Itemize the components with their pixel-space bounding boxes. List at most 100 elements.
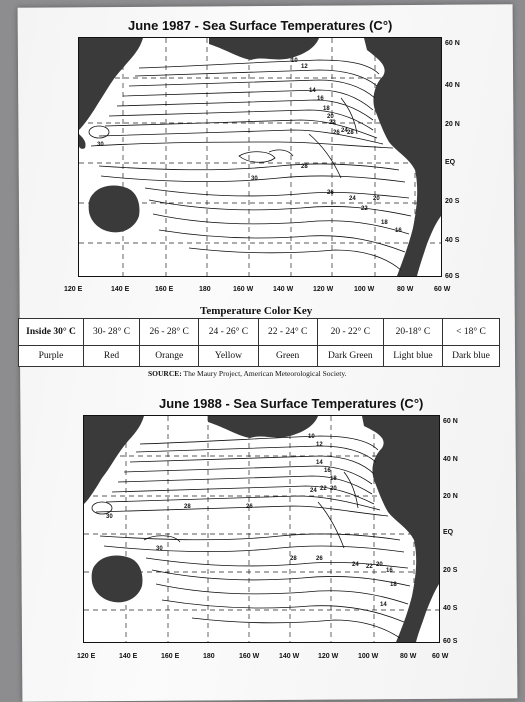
- key-colors-row: Purple Red Orange Yellow Green Dark Gree…: [18, 345, 501, 367]
- map2-lat-label: 40 S: [443, 605, 458, 612]
- key-range-cell: 24 - 26° C: [198, 318, 259, 346]
- key-title: Temperature Color Key: [200, 305, 313, 317]
- key-range-cell: 26 - 28° C: [139, 318, 200, 346]
- map2-label: 18: [390, 582, 397, 588]
- key-range-cell: 22 - 24° C: [257, 318, 318, 346]
- map2-label: 26: [316, 556, 323, 562]
- key-color-cell: Yellow: [198, 345, 259, 367]
- map2-lat-label: EQ: [443, 529, 454, 536]
- map1-label: 22: [361, 206, 368, 212]
- map2-lon-label: 160 W: [239, 653, 260, 660]
- map2-label: 10: [308, 434, 315, 440]
- map1-lon-label: 140 E: [111, 286, 130, 293]
- map1-frame: 10 12 14 16 18 20 22 24 26 28 30 30 28 2…: [78, 37, 442, 277]
- map1-lon-label: 120 W: [313, 286, 334, 293]
- key-color-cell: Purple: [18, 345, 84, 367]
- map1-lon-label: 180: [199, 286, 211, 293]
- map1-label: 12: [301, 64, 308, 70]
- map1-label: 20: [327, 114, 334, 120]
- map2-lon-label: 160 E: [161, 653, 180, 660]
- key-color-cell: Dark blue: [441, 345, 501, 367]
- map2-lat-label: 20 N: [443, 493, 458, 500]
- map2-label: 18: [330, 476, 337, 482]
- map1-lon-label: 80 W: [397, 286, 414, 293]
- map2-isotherms: [91, 435, 411, 639]
- map1-label: 28: [301, 164, 308, 170]
- map2-label: 12: [316, 442, 323, 448]
- map1-lon-label: 100 W: [354, 286, 375, 293]
- map1-lat-label: 40 S: [445, 237, 460, 244]
- map2-frame: 10 12 14 16 18 20 22 24 26 28 30 30 28 2…: [83, 415, 440, 643]
- map2-label: 30: [106, 514, 113, 520]
- source-text: The Maury Project, American Meteorologic…: [183, 369, 347, 378]
- map2-label: 26: [246, 504, 253, 510]
- key-ranges-row: Inside 30° C 30- 28° C 26 - 28° C 24 - 2…: [18, 318, 501, 346]
- source-label: SOURCE:: [148, 369, 182, 378]
- map1-label: 22: [329, 120, 336, 126]
- map2-lon-label: 140 E: [119, 653, 138, 660]
- key-color-cell: Green: [257, 345, 318, 367]
- map1-label: 24: [349, 196, 356, 202]
- key-color-cell: Dark Green: [316, 345, 384, 367]
- map1-label: 30: [251, 176, 258, 182]
- map1-lat-label: 60 S: [445, 273, 460, 280]
- map2-label: 30: [156, 546, 163, 552]
- map1-lat-label: 40 N: [445, 82, 460, 89]
- map2-label: 24: [310, 488, 317, 494]
- map2-lon-label: 100 W: [358, 653, 379, 660]
- map2-label: 16: [386, 568, 393, 574]
- map2-drawing: 10 12 14 16 18 20 22 24 26 28 30 30 28 2…: [84, 416, 439, 642]
- key-color-cell: Light blue: [382, 345, 443, 367]
- map2-label: 20: [330, 486, 337, 492]
- map1-label: 24: [341, 128, 348, 134]
- map2-label: 28: [184, 504, 191, 510]
- map2-lon-label: 60 W: [432, 653, 449, 660]
- map2-label: 24: [352, 562, 359, 568]
- key-range-cell: 20-18° C: [382, 318, 443, 346]
- map1-land: [79, 38, 441, 276]
- map2-lat-label: 40 N: [443, 456, 458, 463]
- map1-lon-label: 160 E: [155, 286, 174, 293]
- map1-isotherms: [88, 59, 412, 271]
- map2-lon-label: 140 W: [279, 653, 300, 660]
- map1-title: June 1987 - Sea Surface Temperatures (C°…: [128, 18, 393, 33]
- map2-lat-label: 60 S: [443, 638, 458, 645]
- map2-label: 14: [380, 602, 387, 608]
- map1-lon-label: 60 W: [434, 286, 451, 293]
- map2-label: 14: [316, 460, 323, 466]
- map1-label: 18: [323, 106, 330, 112]
- key-range-cell: 30- 28° C: [82, 318, 141, 346]
- map2-lon-label: 180: [203, 653, 215, 660]
- map1-label: 10: [291, 58, 298, 64]
- map2-label: 20: [376, 562, 383, 568]
- map2-label: 28: [290, 556, 297, 562]
- temperature-key-table: Inside 30° C 30- 28° C 26 - 28° C 24 - 2…: [18, 318, 501, 367]
- map2-label: 22: [366, 564, 373, 570]
- map1-label: 20: [373, 196, 380, 202]
- key-range-cell: Inside 30° C: [18, 318, 84, 346]
- key-color-cell: Red: [82, 345, 141, 367]
- map2-label: 22: [320, 486, 327, 492]
- map1-lon-label: 160 W: [233, 286, 254, 293]
- map1-label: 16: [317, 96, 324, 102]
- source-line: SOURCE: The Maury Project, American Mete…: [148, 369, 347, 378]
- map1-lat-label: EQ: [445, 159, 456, 166]
- map1-label: 26: [327, 190, 334, 196]
- map1-lon-label: 120 E: [64, 286, 83, 293]
- key-range-cell: 20 - 22° C: [316, 318, 384, 346]
- map2-lon-label: 80 W: [400, 653, 417, 660]
- map2-land: [84, 416, 439, 642]
- map1-label: 28: [347, 130, 354, 136]
- key-color-cell: Orange: [139, 345, 200, 367]
- map2-lat-label: 60 N: [443, 418, 458, 425]
- map1-isotherm-labels: 10 12 14 16 18 20 22 24 26 28 30 30 28 2…: [97, 58, 402, 234]
- map1-lat-label: 20 N: [445, 121, 460, 128]
- map2-lon-label: 120 W: [318, 653, 339, 660]
- key-range-cell: < 18° C: [441, 318, 501, 346]
- map1-lat-label: 20 S: [445, 198, 460, 205]
- map1-lat-label: 60 N: [445, 40, 460, 47]
- map2-lat-label: 20 S: [443, 567, 458, 574]
- map1-label: 14: [309, 88, 316, 94]
- map2-lon-label: 120 E: [77, 653, 96, 660]
- map1-lon-label: 140 W: [273, 286, 294, 293]
